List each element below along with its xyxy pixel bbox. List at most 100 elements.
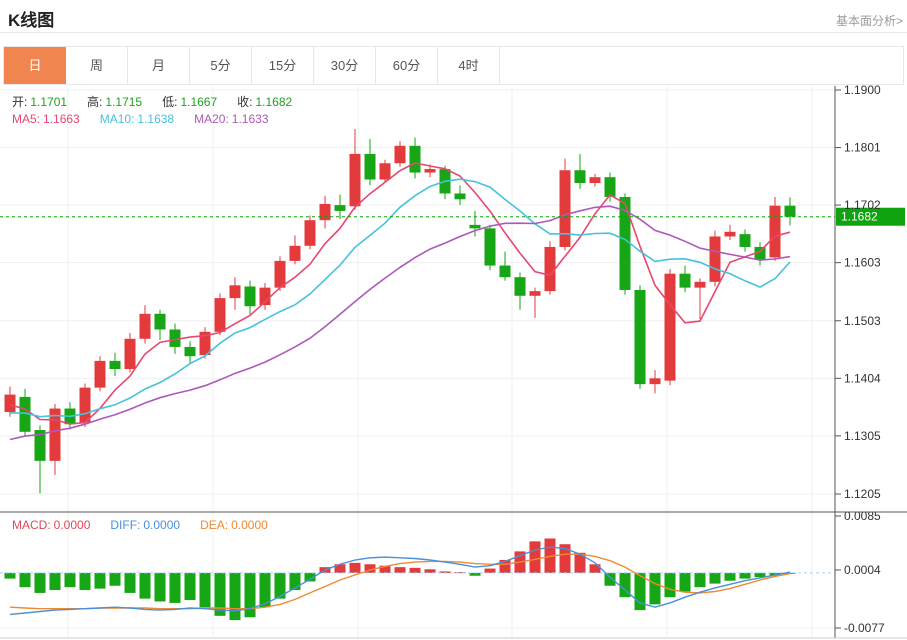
readout-pair: 低: 1.1667 [162,95,218,109]
candle [679,273,691,288]
candle [274,260,286,288]
candle [154,313,166,330]
candle [379,163,391,180]
readout-pair: MA10: 1.1638 [99,112,175,126]
candle [469,224,481,229]
header-divider [0,32,907,33]
candle [544,246,556,292]
diff-line [9,546,791,616]
candle [604,177,616,197]
candle [394,145,406,164]
svg-text:0.0004: 0.0004 [844,563,881,577]
candle [4,394,16,413]
fundamental-analysis-link[interactable]: 基本面分析> [835,14,903,28]
candle [19,396,31,432]
readout-pair: MA5: 1.1663 [12,112,80,126]
candle [574,170,586,184]
tab-week[interactable]: 周 [66,47,128,84]
tab-30min[interactable]: 30分 [314,47,376,84]
candle [694,281,706,288]
macd-axis: 0.0085 0.0004 -0.0077 [835,509,885,635]
candle [184,346,196,357]
ohlc-readout: 开: 1.1701 高: 1.1715 低: 1.1667 收: 1.1682 [12,93,312,110]
candle [244,286,256,307]
candle [259,287,271,306]
candle [124,338,136,370]
svg-text:1.1305: 1.1305 [844,429,881,443]
candle [454,193,466,200]
candle [754,246,766,260]
svg-text:-0.0077: -0.0077 [844,621,885,635]
readout-pair: MACD: 0.0000 [12,518,91,532]
candle [169,329,181,347]
interval-tab-bar: 日周月 5分 15分 30分 60分 4时 [3,46,904,85]
readout-pair: 收: 1.1682 [237,95,293,109]
svg-text:1.1603: 1.1603 [844,256,881,270]
macd-histogram [4,538,796,621]
candle [109,360,121,370]
candle [664,273,676,381]
readout-pair: 高: 1.1715 [87,95,143,109]
ma10-line [9,178,791,418]
axis-frame [0,86,907,639]
candle [349,153,361,207]
candle [364,153,376,180]
candle [619,196,631,290]
candle [634,289,646,385]
page-title: K线图 [8,11,55,30]
readout-pair: 开: 1.1701 [12,95,68,109]
tab-5min[interactable]: 5分 [190,47,252,84]
candle [229,285,241,299]
candle [529,291,541,296]
candle [499,265,511,278]
candle [289,245,301,261]
candle [514,277,526,296]
readout-pair: DIFF: 0.0000 [110,518,181,532]
tab-month[interactable]: 月 [128,47,190,84]
price-axis: 1.1900 1.1801 1.1702 1.1603 1.1503 1.1404 1.13… [835,83,881,501]
candle [709,236,721,282]
candle [424,169,436,173]
candle [409,145,421,173]
candle [319,203,331,221]
tab-60min[interactable]: 60分 [376,47,438,84]
candle [139,313,151,339]
svg-text:1.1900: 1.1900 [844,83,881,97]
ma5-line [9,162,791,425]
readout-pair: MA20: 1.1633 [194,112,269,126]
ma-readout: MA5: 1.1663 MA10: 1.1638 MA20: 1.1633 [12,112,289,126]
svg-text:1.1503: 1.1503 [844,314,881,328]
candle [649,378,661,385]
candle [724,231,736,237]
tab-4hour[interactable]: 4时 [438,47,500,84]
candle [34,430,46,461]
candle [559,170,571,247]
candle [304,220,316,246]
svg-text:1.1205: 1.1205 [844,487,881,501]
current-price-badge: 1.1682 [836,207,905,226]
candle [589,177,601,184]
dea-line [9,553,791,610]
tab-bar-filler [500,47,903,84]
candle [214,298,226,332]
svg-text:1.1801: 1.1801 [844,141,881,155]
candle [94,360,106,388]
svg-text:1.1404: 1.1404 [844,371,881,385]
candle [484,228,496,266]
tab-day[interactable]: 日 [4,47,66,84]
svg-text:1.1702: 1.1702 [844,198,881,212]
svg-text:1.1682: 1.1682 [841,210,878,224]
svg-text:0.0085: 0.0085 [844,509,881,523]
readout-pair: DEA: 0.0000 [200,518,268,532]
candles [4,128,796,494]
candle [769,205,781,258]
macd-readout: MACD: 0.0000 DIFF: 0.0000 DEA: 0.0000 [12,518,288,532]
tab-15min[interactable]: 15分 [252,47,314,84]
candle [79,387,91,423]
candle [739,234,751,247]
candle [49,408,61,461]
candle [199,331,211,356]
ma20-line [9,205,791,441]
